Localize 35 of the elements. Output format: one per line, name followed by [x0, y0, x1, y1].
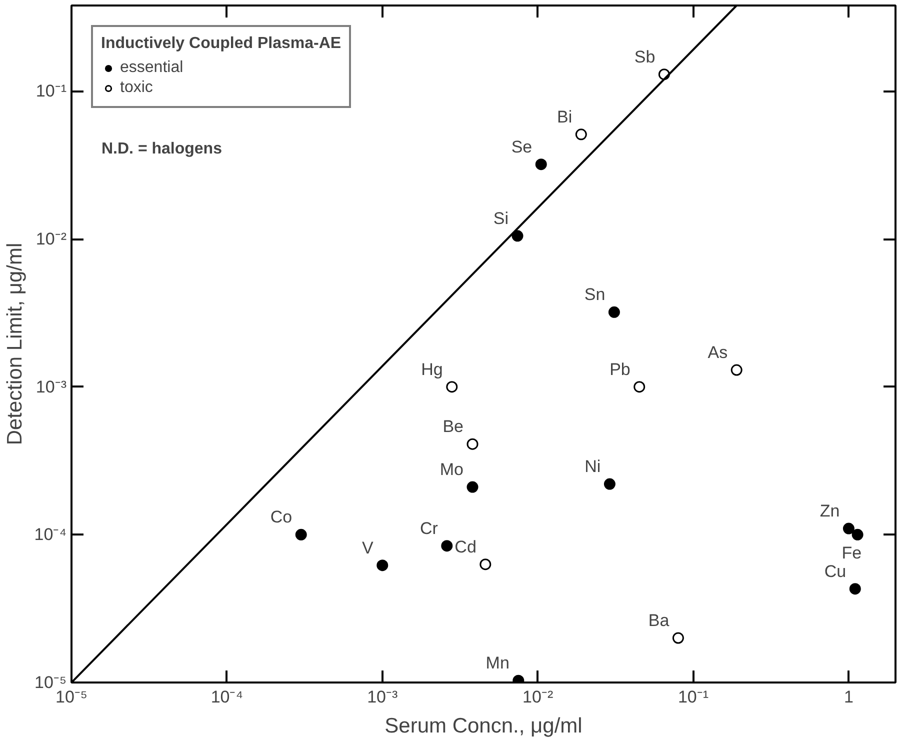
annotation: Bi [557, 107, 572, 126]
x-tick-label: 10⁻⁴ [210, 688, 244, 706]
annotation: Sb [634, 47, 656, 66]
annotation: Cd [454, 537, 476, 556]
annotation: Ni [584, 457, 601, 476]
y-tick-label: 10⁻² [36, 230, 67, 249]
x-tick-label: 10⁻¹ [678, 688, 709, 706]
annotation: Si [493, 208, 509, 228]
annotation: Sn [584, 285, 606, 304]
legend-label: toxic [120, 79, 153, 97]
annotation: Mn [486, 654, 510, 673]
y-tick-label: 10⁻¹ [36, 82, 67, 101]
annotation: N.D. = halogens [102, 140, 222, 158]
annotation: Be [442, 417, 464, 436]
annotation: Cr [420, 518, 438, 538]
legend-label: essential [120, 59, 184, 77]
annotation: Cu [824, 562, 846, 581]
annotation: Ba [648, 611, 670, 630]
y-tick-label: 10⁻⁴ [34, 525, 67, 544]
annotation: Fe [842, 544, 862, 563]
y-tick-label: 10⁻³ [36, 377, 67, 396]
annotation: Mo [440, 460, 464, 480]
annotation: Zn [820, 502, 840, 521]
annotation: V [362, 538, 374, 558]
annotation: Pb [610, 360, 630, 379]
x-tick-label: 10⁻² [522, 688, 554, 706]
annotation: Co [270, 508, 292, 527]
y-axis-title: Detection Limit, μg/ml [3, 242, 26, 446]
x-tick-label: 10⁻³ [367, 688, 398, 706]
annotation: As [708, 343, 728, 362]
x-tick-label: 1 [844, 688, 854, 706]
annotation: Se [511, 137, 532, 156]
legend-title: Inductively Coupled Plasma-AE [101, 35, 342, 53]
x-axis-title: Serum Concn., μg/ml [384, 714, 582, 738]
annotation: Hg [421, 360, 443, 379]
